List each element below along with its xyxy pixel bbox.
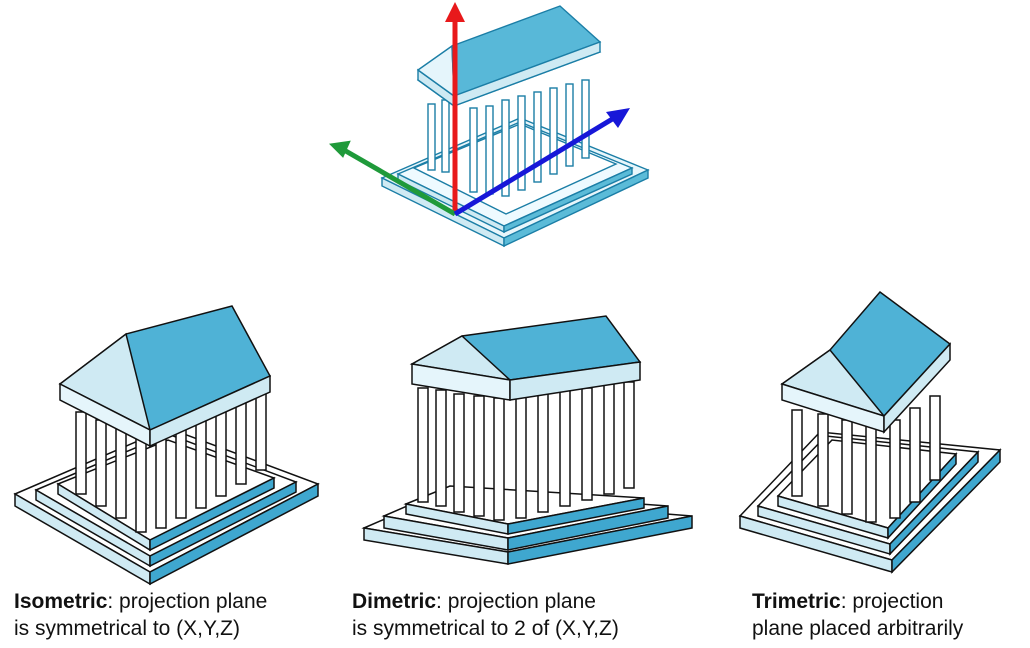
caption-line2: is symmetrical to 2 of (X,Y,Z) — [352, 617, 619, 640]
trimetric-caption: Trimetric: projection plane placed arbit… — [752, 588, 963, 642]
isometric-caption: Isometric: projection plane is symmetric… — [14, 588, 267, 642]
axis-arrows — [329, 2, 630, 217]
trimetric-temple-icon — [738, 290, 1002, 574]
caption-term: Trimetric — [752, 590, 841, 613]
caption-line2: is symmetrical to (X,Y,Z) — [14, 617, 240, 640]
caption-line1: : projection plane — [107, 590, 268, 613]
caption-line1: : projection — [840, 590, 944, 613]
caption-line1: : projection plane — [436, 590, 596, 613]
caption-term: Isometric — [14, 590, 108, 613]
caption-line2: plane placed arbitrarily — [752, 617, 964, 640]
dimetric-temple-icon — [361, 315, 693, 565]
caption-term: Dimetric — [352, 590, 437, 613]
reference-temple — [380, 5, 650, 248]
dimetric-caption: Dimetric: projection plane is symmetrica… — [352, 588, 619, 642]
axis-arrow-icon — [445, 2, 465, 22]
isometric-temple-icon — [13, 305, 320, 586]
